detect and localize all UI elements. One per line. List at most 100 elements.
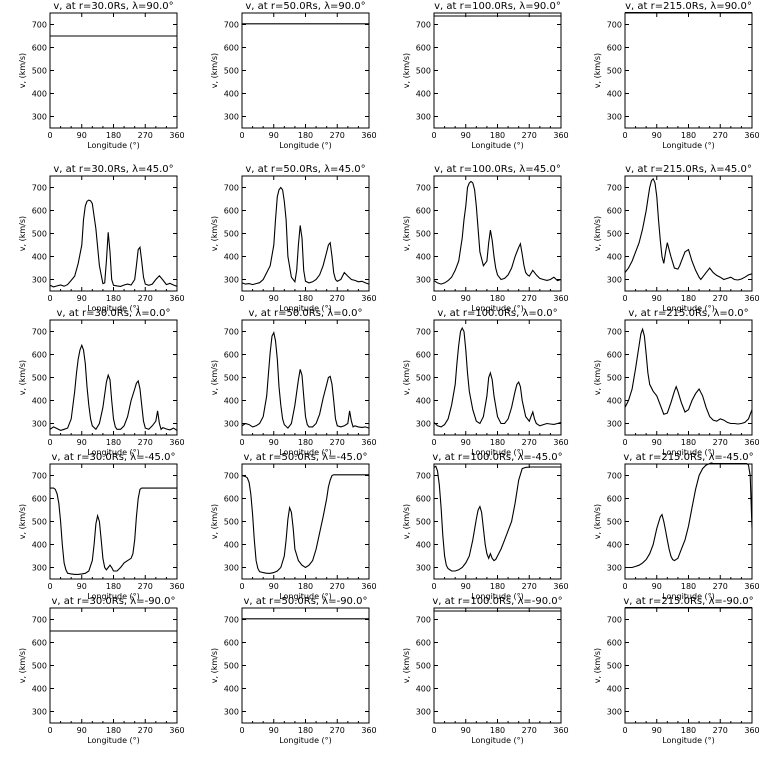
panel-10: v, at r=100.0Rs, λ=0.0° 0 90 180 270 360 300 40… <box>402 308 569 457</box>
y-tick-label: 400 <box>607 397 622 406</box>
x-axis-label: Longitude (°) <box>471 304 524 313</box>
y-tick-label: 300 <box>607 276 622 285</box>
panel-title: v, at r=50.0Rs, λ=90.0° <box>245 1 365 12</box>
x-tick-label: 180 <box>298 726 313 735</box>
x-axis-label: Longitude (°) <box>471 141 524 150</box>
x-tick-label: 0 <box>47 294 52 303</box>
series-line <box>50 487 177 575</box>
y-tick-label: 400 <box>32 541 47 550</box>
x-tick-label: 90 <box>461 438 471 447</box>
y-tick-label: 500 <box>416 518 431 527</box>
y-tick-label: 500 <box>224 662 239 671</box>
y-tick-label: 700 <box>416 184 431 193</box>
y-axis-label: v, (km/s) <box>18 648 27 683</box>
y-tick-label: 600 <box>607 495 622 504</box>
y-tick-label: 600 <box>224 639 239 648</box>
x-tick-label: 270 <box>713 726 728 735</box>
panel-title: v, at r=100.0Rs, λ=0.0° <box>437 308 557 319</box>
y-tick-label: 600 <box>224 207 239 216</box>
x-tick-label: 90 <box>461 582 471 591</box>
x-tick-label: 90 <box>269 294 279 303</box>
series-line <box>241 186 370 286</box>
y-axis-label: v, (km/s) <box>402 360 411 395</box>
y-tick-label: 500 <box>32 662 47 671</box>
y-tick-label: 400 <box>32 397 47 406</box>
x-axis-label: Longitude (°) <box>87 141 140 150</box>
plot-frame <box>49 12 178 129</box>
y-tick-label: 400 <box>32 685 47 694</box>
x-tick-label: 360 <box>744 582 759 591</box>
panel-3: v, at r=215.0Rs, λ=90.0° 0 90 180 270 360 300 4… <box>593 1 760 150</box>
y-axis-label: v, (km/s) <box>402 216 411 251</box>
y-tick-label: 700 <box>416 472 431 481</box>
panel-title: v, at r=30.0Rs, λ=-45.0° <box>52 452 176 463</box>
x-tick-label: 270 <box>522 726 537 735</box>
y-tick-label: 500 <box>416 230 431 239</box>
series-line <box>49 199 178 288</box>
x-axis-label: Longitude (°) <box>279 448 332 457</box>
series-line <box>433 465 561 572</box>
y-tick-label: 600 <box>416 44 431 53</box>
x-tick-label: 90 <box>652 438 662 447</box>
x-tick-label: 0 <box>622 582 627 591</box>
x-tick-label: 270 <box>713 438 728 447</box>
x-axis-label: Longitude (°) <box>471 736 524 745</box>
panel-16: v, at r=30.0Rs, λ=-90.0° 0 90 180 270 360 300 4… <box>18 596 185 745</box>
x-tick-label: 360 <box>553 294 568 303</box>
x-axis-label: Longitude (°) <box>87 448 140 457</box>
plot-frame <box>241 463 370 580</box>
y-tick-label: 300 <box>607 564 622 573</box>
y-axis-label: v, (km/s) <box>593 360 602 395</box>
y-tick-label: 400 <box>607 253 622 262</box>
y-tick-label: 500 <box>32 518 47 527</box>
x-tick-label: 360 <box>744 438 759 447</box>
y-tick-label: 400 <box>32 253 47 262</box>
x-tick-label: 360 <box>169 438 184 447</box>
x-tick-label: 180 <box>681 726 696 735</box>
x-tick-label: 0 <box>431 582 436 591</box>
panel-title: v, at r=30.0Rs, λ=90.0° <box>53 1 173 12</box>
x-tick-label: 180 <box>106 438 121 447</box>
panel-12: v, at r=30.0Rs, λ=-45.0° 0 90 180 270 360 300 4… <box>18 452 185 601</box>
panel-1: v, at r=50.0Rs, λ=90.0° 0 90 180 270 360 300 40… <box>210 1 377 150</box>
x-tick-label: 360 <box>361 438 376 447</box>
panel-8: v, at r=30.0Rs, λ=0.0° 0 90 180 270 360 300 400… <box>18 308 185 457</box>
y-axis-label: v, (km/s) <box>593 216 602 251</box>
x-tick-label: 180 <box>681 294 696 303</box>
y-tick-label: 700 <box>32 472 47 481</box>
y-tick-label: 700 <box>224 328 239 337</box>
x-tick-label: 360 <box>744 131 759 140</box>
y-tick-label: 600 <box>607 44 622 53</box>
x-tick-label: 180 <box>490 582 505 591</box>
x-tick-label: 360 <box>553 131 568 140</box>
x-tick-label: 0 <box>239 438 244 447</box>
panel-title: v, at r=215.0Rs, λ=45.0° <box>625 164 752 175</box>
plot-frame <box>433 463 562 580</box>
panel-15: v, at r=215.0Rs, λ=-45.0° 0 90 180 270 360 300… <box>593 452 760 601</box>
y-axis-label: v, (km/s) <box>210 360 219 395</box>
x-tick-label: 270 <box>138 726 153 735</box>
y-tick-label: 300 <box>224 708 239 717</box>
y-tick-label: 700 <box>224 616 239 625</box>
y-tick-label: 600 <box>416 639 431 648</box>
x-tick-label: 360 <box>744 726 759 735</box>
x-tick-label: 90 <box>269 131 279 140</box>
y-tick-label: 600 <box>224 351 239 360</box>
x-tick-label: 270 <box>330 726 345 735</box>
y-tick-label: 700 <box>607 21 622 30</box>
x-tick-label: 270 <box>330 582 345 591</box>
y-axis-label: v, (km/s) <box>18 53 27 88</box>
x-tick-label: 0 <box>239 294 244 303</box>
x-tick-label: 0 <box>239 726 244 735</box>
panel-title: v, at r=215.0Rs, λ=-90.0° <box>623 596 753 607</box>
y-tick-label: 600 <box>607 639 622 648</box>
y-tick-label: 400 <box>607 685 622 694</box>
x-tick-label: 360 <box>361 582 376 591</box>
y-tick-label: 400 <box>224 397 239 406</box>
panel-18: v, at r=100.0Rs, λ=-90.0° 0 90 180 270 360 300… <box>402 596 569 745</box>
x-tick-label: 360 <box>169 726 184 735</box>
y-tick-label: 300 <box>416 708 431 717</box>
x-axis-label: Longitude (°) <box>662 736 715 745</box>
x-axis-label: Longitude (°) <box>87 304 140 313</box>
